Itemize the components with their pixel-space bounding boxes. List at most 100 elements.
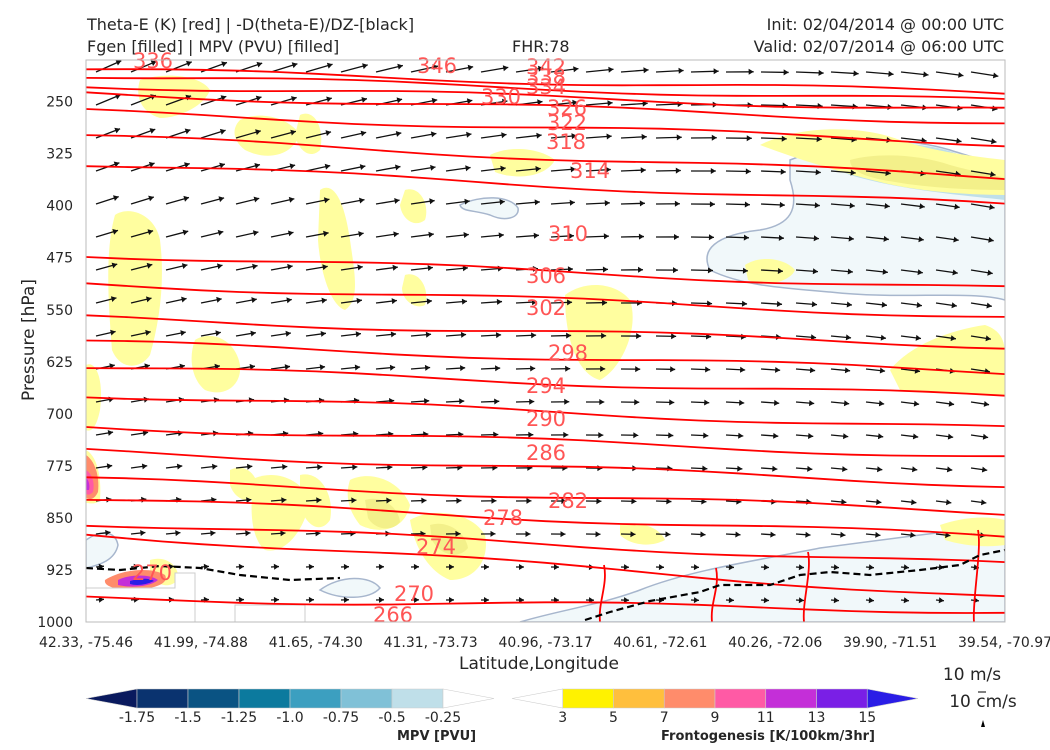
wind-vector-head — [455, 530, 461, 537]
wind-vector-head — [114, 127, 121, 134]
wind-vector-head — [565, 365, 571, 372]
wind-vector-head — [773, 432, 779, 439]
contour-label: 326 — [547, 96, 587, 120]
vector-key-label-2: 10 cm/s — [949, 692, 1017, 712]
colorbar-tick-label: -1.25 — [221, 710, 257, 726]
wind-vector-head — [704, 399, 710, 406]
theta-e-line-282 — [86, 499, 1005, 538]
wind-vector-head — [602, 266, 608, 273]
wind-vector-head — [675, 167, 681, 174]
wind-vector-head — [833, 597, 839, 604]
wind-vector-head — [710, 168, 716, 174]
x-tick-label: 39.54, -70.97 — [958, 635, 1050, 651]
wind-vector-head — [728, 597, 734, 604]
wind-vector-head — [958, 72, 964, 78]
wind-vector-head — [502, 65, 509, 72]
wind-vector-head — [498, 232, 504, 239]
wind-vector-head — [742, 267, 748, 274]
wind-vector-head — [355, 331, 361, 338]
wind-vector-head — [359, 164, 366, 170]
colorbar-swatch — [765, 688, 817, 709]
wind-vector-head — [668, 432, 674, 439]
wind-vector-head — [911, 499, 917, 506]
wind-vector-head — [530, 365, 536, 372]
wind-vector-head — [708, 234, 714, 241]
colorbar-swatch — [562, 688, 614, 709]
wind-vector-head — [816, 136, 822, 143]
wind-vector-head — [357, 264, 363, 271]
wind-vector-head — [641, 133, 647, 140]
wind-vector-head — [182, 229, 189, 236]
wind-vector-head — [623, 597, 629, 604]
contour-label: 322 — [547, 111, 587, 135]
colorbar-tick-label: -1.75 — [119, 710, 155, 726]
theta-e-line-314 — [86, 282, 1005, 318]
wind-vector-head — [107, 430, 114, 436]
wind-vector-head — [913, 400, 920, 407]
wind-vector-head — [992, 72, 999, 79]
wind-vector-head — [805, 531, 811, 538]
wind-vector-head — [531, 299, 538, 306]
wind-vector-head — [114, 93, 121, 100]
wind-vector-head — [284, 364, 290, 371]
theta-e-line-338 — [86, 86, 1005, 109]
wind-vector-head — [607, 100, 613, 107]
colorbar-swatch — [442, 688, 495, 709]
wind-vector-head — [798, 597, 804, 604]
wind-vector-head — [140, 530, 146, 536]
theta-e-line-306 — [86, 339, 1005, 375]
mpv-region-bottom — [318, 577, 381, 598]
wind-vector-head — [953, 236, 959, 243]
wind-vector-head — [798, 564, 804, 571]
x-tick-label: 40.26, -72.06 — [728, 635, 822, 651]
wind-vector-head — [281, 497, 287, 504]
wind-vector-head — [693, 597, 699, 604]
wind-vector-head — [217, 229, 224, 236]
wind-vector-head — [812, 268, 818, 275]
colorbar-swatch — [613, 688, 665, 709]
y-tick-label: 475 — [46, 251, 73, 267]
colorbar-tick-label: 15 — [858, 710, 876, 726]
wind-vector-head — [604, 200, 610, 207]
contour-label: 310 — [548, 222, 588, 246]
wind-vector-head — [390, 331, 396, 338]
contour-label: 302 — [526, 296, 566, 320]
contour-label: 286 — [526, 441, 566, 465]
wind-vector-head — [639, 200, 645, 207]
wind-vector-head — [608, 66, 614, 73]
wind-vector-head — [184, 128, 191, 135]
wind-vector-head — [781, 135, 787, 142]
wind-vector-head — [847, 268, 853, 275]
wind-vector-head — [678, 67, 684, 74]
wind-vector-head — [777, 268, 783, 274]
wind-vector-head — [493, 431, 499, 438]
wind-vector-head — [981, 499, 987, 506]
wind-vector-head — [490, 530, 496, 537]
wind-vector-head — [775, 367, 781, 373]
colorbar-tick-label: -1.0 — [276, 710, 303, 726]
wind-vector-head — [630, 531, 636, 538]
wind-vector-head — [877, 466, 883, 473]
wind-vector-head — [245, 530, 251, 537]
wind-vector-head — [461, 298, 467, 305]
contour-label: 330 — [481, 85, 521, 109]
wind-vector-head — [362, 63, 368, 70]
wind-vector-head — [711, 134, 717, 141]
wind-vector-head — [221, 61, 227, 67]
wind-vector-head — [289, 163, 296, 170]
wind-vector-head — [142, 430, 149, 437]
wind-vector-head — [840, 531, 846, 538]
colorbar-swatch — [511, 688, 564, 709]
colorbar-swatch — [816, 688, 868, 709]
wind-vector-head — [176, 463, 183, 470]
wind-vector-head — [693, 564, 699, 571]
wind-vector-head — [623, 564, 629, 571]
y-tick-label: 775 — [46, 459, 73, 475]
wind-vector-head — [638, 233, 644, 240]
y-tick-label: 850 — [46, 511, 73, 527]
wind-vector-head — [948, 400, 955, 407]
wind-vector-head — [291, 96, 297, 102]
wind-vector-head — [308, 596, 314, 603]
wind-vector-head — [658, 564, 664, 571]
wind-vector-head — [537, 99, 543, 106]
